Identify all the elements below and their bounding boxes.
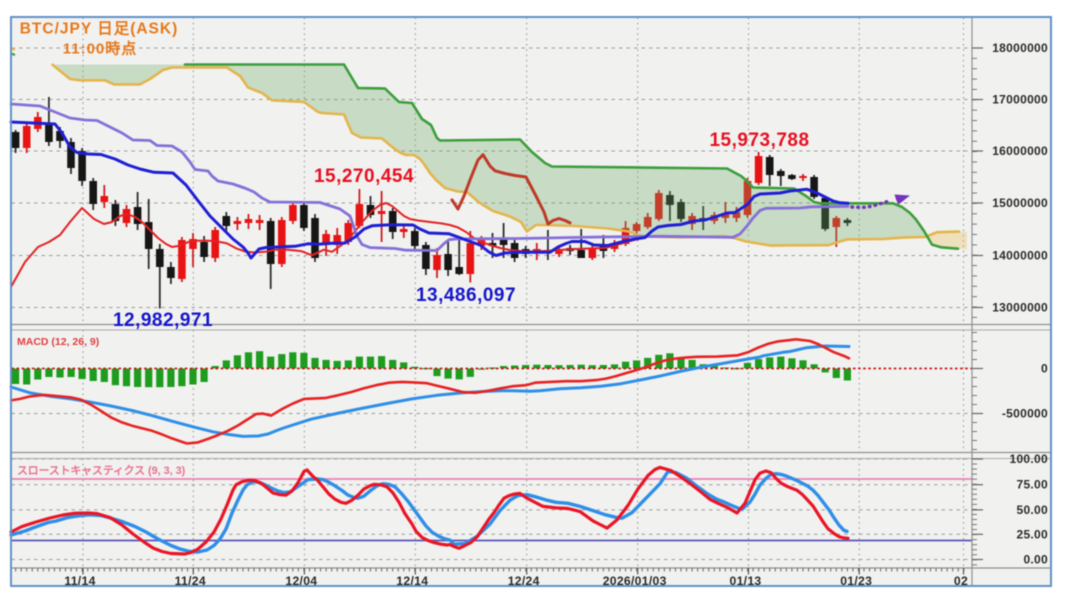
svg-text:100.00: 100.00 [1009,452,1048,466]
svg-text:14000000: 14000000 [992,249,1048,263]
svg-text:12/14: 12/14 [396,574,428,588]
svg-text:11:00時点: 11:00時点 [63,40,138,58]
svg-text:0: 0 [1041,362,1048,376]
svg-text:11/14: 11/14 [64,574,95,588]
svg-text:13000000: 13000000 [992,301,1048,315]
svg-text:16000000: 16000000 [992,144,1048,158]
svg-text:11/24: 11/24 [175,574,206,588]
svg-text:2026/01/03: 2026/01/03 [603,574,667,588]
svg-text:スローストキャスティクス (9, 3, 3): スローストキャスティクス (9, 3, 3) [17,464,186,477]
svg-text:17000000: 17000000 [992,93,1048,107]
svg-text:-500000: -500000 [1002,407,1048,421]
svg-text:01/13: 01/13 [730,574,762,588]
svg-text:01/23: 01/23 [840,574,872,588]
svg-text:18000000: 18000000 [992,41,1048,55]
svg-text:25.00: 25.00 [1016,527,1048,541]
svg-text:MACD (12, 26, 9): MACD (12, 26, 9) [17,336,99,348]
svg-text:15,270,454: 15,270,454 [314,166,414,187]
svg-text:BTC/JPY 日足(ASK): BTC/JPY 日足(ASK) [20,20,179,38]
svg-text:12,982,971: 12,982,971 [113,310,213,331]
svg-text:12/24: 12/24 [508,574,540,588]
svg-text:75.00: 75.00 [1016,478,1048,492]
svg-text:0.00: 0.00 [1023,553,1048,567]
svg-text:13,486,097: 13,486,097 [416,285,516,306]
svg-text:02: 02 [954,574,968,588]
svg-text:50.00: 50.00 [1016,503,1048,517]
svg-text:12/04: 12/04 [285,574,317,588]
svg-text:15,973,788: 15,973,788 [709,130,809,151]
svg-text:15000000: 15000000 [992,196,1048,210]
